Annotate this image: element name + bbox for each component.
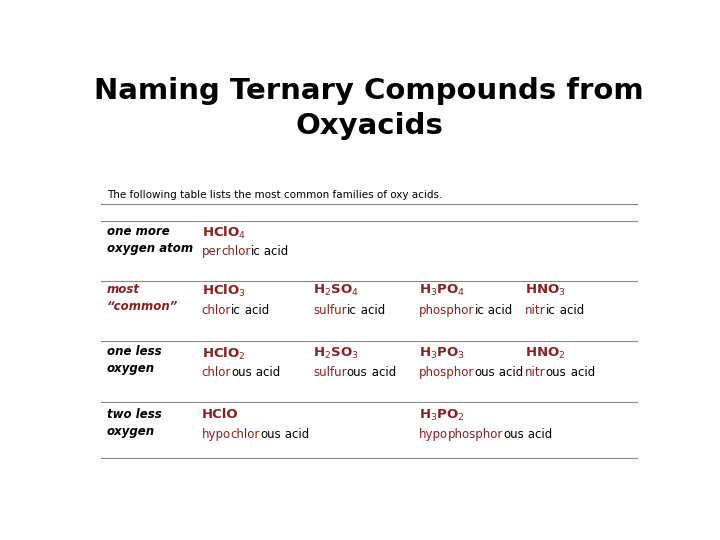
Text: two less
oxygen: two less oxygen — [107, 408, 161, 438]
Text: HClO$_2$: HClO$_2$ — [202, 346, 246, 362]
Text: ic: ic — [251, 245, 261, 259]
Text: chlor: chlor — [202, 366, 231, 379]
Text: H$_3$PO$_3$: H$_3$PO$_3$ — [419, 346, 465, 361]
Text: nitr: nitr — [526, 303, 546, 316]
Text: hypo: hypo — [202, 428, 230, 441]
Text: ous: ous — [231, 366, 252, 379]
Text: acid: acid — [485, 303, 513, 316]
Text: acid: acid — [252, 366, 280, 379]
Text: ous: ous — [347, 366, 368, 379]
Text: per: per — [202, 245, 221, 259]
Text: acid: acid — [261, 245, 289, 259]
Text: HClO: HClO — [202, 408, 238, 421]
Text: H$_3$PO$_4$: H$_3$PO$_4$ — [419, 283, 465, 298]
Text: one less
oxygen: one less oxygen — [107, 346, 161, 375]
Text: sulfur: sulfur — [313, 303, 347, 316]
Text: sulfur: sulfur — [313, 366, 347, 379]
Text: ic: ic — [347, 303, 356, 316]
Text: ous: ous — [474, 366, 495, 379]
Text: The following table lists the most common families of oxy acids.: The following table lists the most commo… — [107, 190, 442, 200]
Text: HNO$_3$: HNO$_3$ — [526, 283, 566, 298]
Text: phosphor: phosphor — [449, 428, 504, 441]
Text: ous: ous — [546, 366, 567, 379]
Text: one more
oxygen atom: one more oxygen atom — [107, 225, 193, 255]
Text: nitr: nitr — [526, 366, 546, 379]
Text: chlor: chlor — [221, 245, 251, 259]
Text: ous: ous — [260, 428, 281, 441]
Text: acid: acid — [524, 428, 553, 441]
Text: chlor: chlor — [202, 303, 231, 316]
Text: H$_2$SO$_3$: H$_2$SO$_3$ — [313, 346, 359, 361]
Text: chlor: chlor — [230, 428, 260, 441]
Text: phosphor: phosphor — [419, 366, 474, 379]
Text: ous: ous — [504, 428, 524, 441]
Text: HClO$_3$: HClO$_3$ — [202, 283, 246, 299]
Text: ic: ic — [474, 303, 485, 316]
Text: H$_3$PO$_2$: H$_3$PO$_2$ — [419, 408, 464, 423]
Text: acid: acid — [495, 366, 523, 379]
Text: HClO$_4$: HClO$_4$ — [202, 225, 246, 241]
Text: H$_2$SO$_4$: H$_2$SO$_4$ — [313, 283, 359, 298]
Text: phosphor: phosphor — [419, 303, 474, 316]
Text: acid: acid — [356, 303, 384, 316]
Text: acid: acid — [556, 303, 584, 316]
Text: acid: acid — [240, 303, 269, 316]
Text: acid: acid — [567, 366, 595, 379]
Text: Naming Ternary Compounds from
Oxyacids: Naming Ternary Compounds from Oxyacids — [94, 77, 644, 140]
Text: ic: ic — [231, 303, 240, 316]
Text: acid: acid — [368, 366, 396, 379]
Text: ic: ic — [546, 303, 556, 316]
Text: hypo: hypo — [419, 428, 449, 441]
Text: acid: acid — [281, 428, 309, 441]
Text: most
“common”: most “common” — [107, 283, 178, 313]
Text: HNO$_2$: HNO$_2$ — [526, 346, 566, 361]
